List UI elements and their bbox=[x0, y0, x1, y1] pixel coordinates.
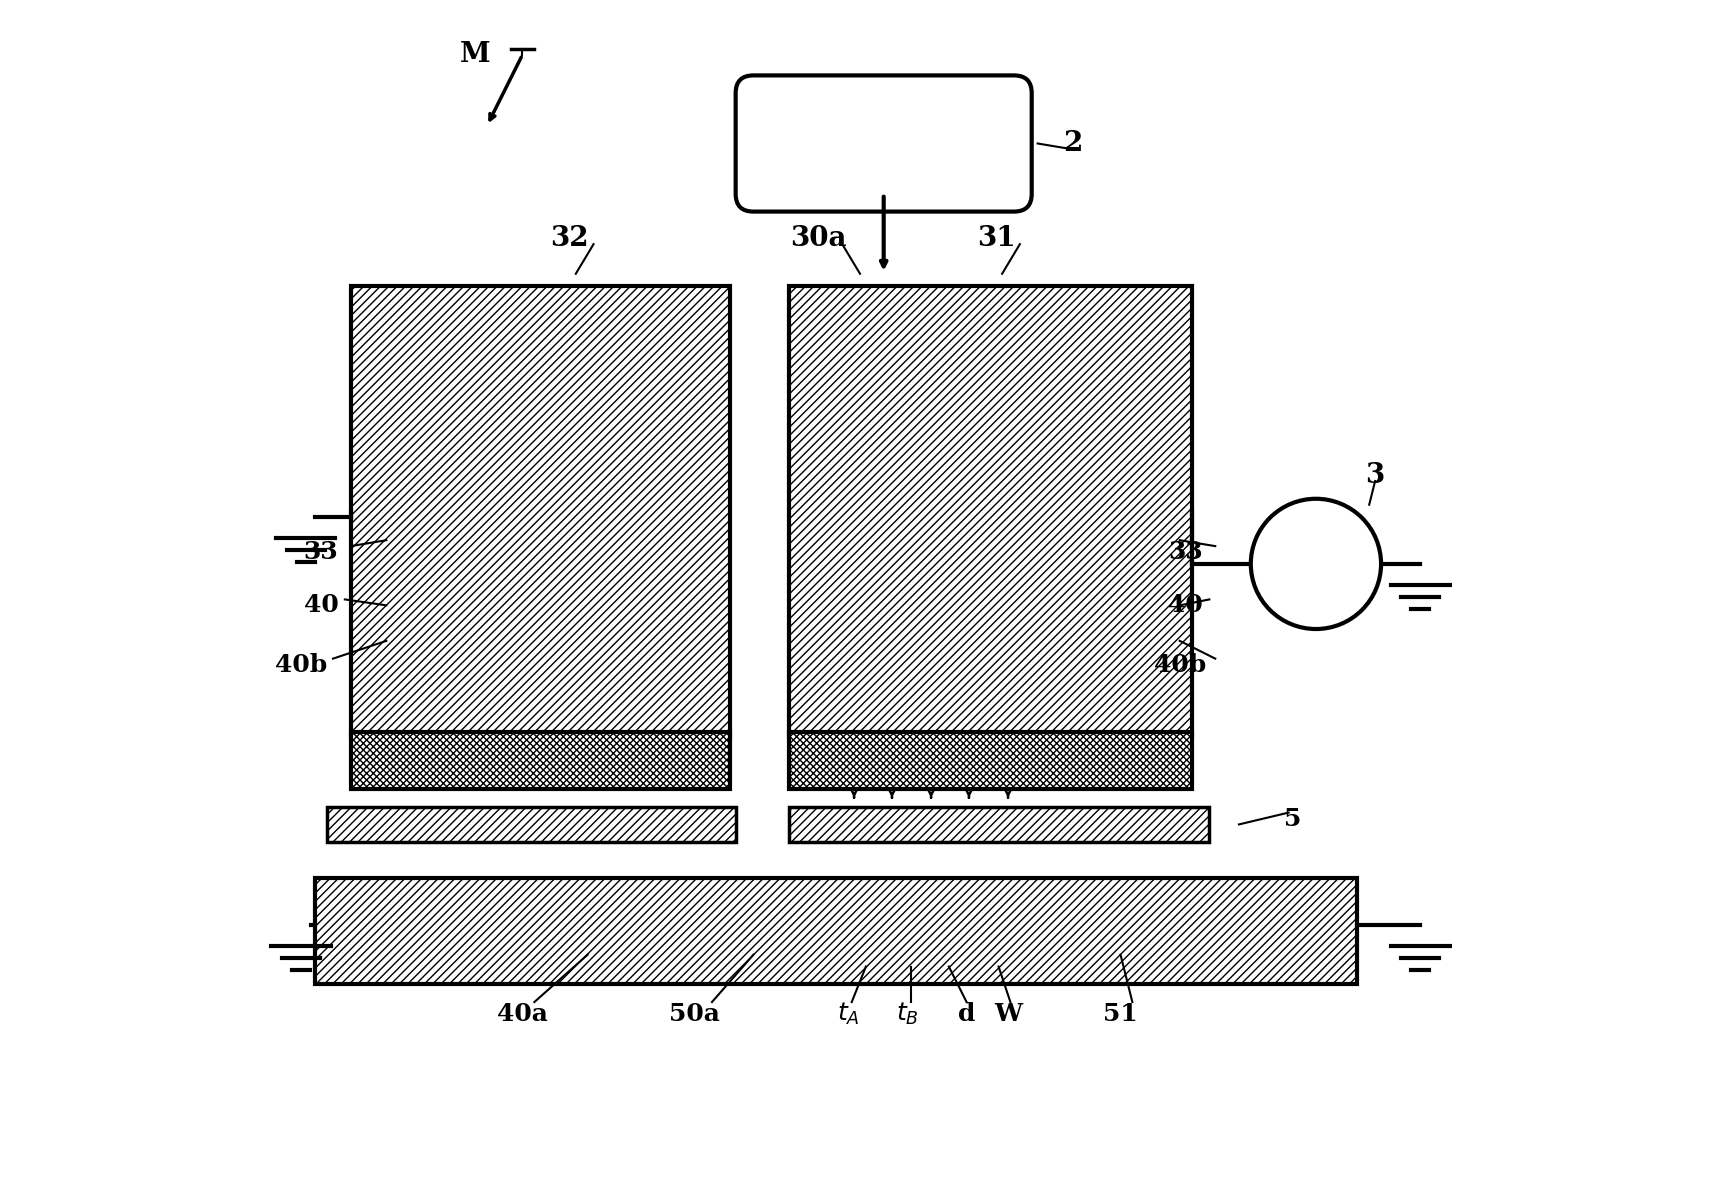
Text: 51: 51 bbox=[1103, 1002, 1139, 1026]
Text: W: W bbox=[994, 1002, 1022, 1026]
Text: 40: 40 bbox=[1168, 594, 1202, 617]
Text: 40b: 40b bbox=[275, 653, 327, 677]
Bar bbox=[351, 286, 729, 736]
Bar bbox=[315, 877, 1357, 984]
Text: $t_A$: $t_A$ bbox=[838, 1001, 860, 1027]
Circle shape bbox=[1250, 499, 1381, 629]
Text: Vpp: Vpp bbox=[1288, 552, 1343, 576]
Bar bbox=[789, 732, 1192, 789]
Text: 30a: 30a bbox=[789, 224, 846, 252]
FancyBboxPatch shape bbox=[736, 76, 1032, 211]
Bar bbox=[789, 286, 1192, 736]
Text: 31: 31 bbox=[977, 224, 1015, 252]
Text: 3: 3 bbox=[1366, 462, 1385, 489]
Text: 33: 33 bbox=[304, 540, 339, 564]
Bar bbox=[789, 807, 1209, 843]
Bar bbox=[351, 732, 729, 789]
Text: 40a: 40a bbox=[497, 1002, 549, 1026]
Text: Processing Gas: Processing Gas bbox=[777, 132, 991, 155]
Text: 33: 33 bbox=[1168, 540, 1202, 564]
Text: 5: 5 bbox=[1283, 806, 1300, 831]
Text: 32: 32 bbox=[550, 224, 590, 252]
Text: 50a: 50a bbox=[669, 1002, 719, 1026]
Text: d: d bbox=[958, 1002, 975, 1026]
Text: 40: 40 bbox=[304, 594, 339, 617]
Text: M: M bbox=[459, 42, 490, 68]
Text: 2: 2 bbox=[1063, 131, 1084, 157]
Text: $t_B$: $t_B$ bbox=[896, 1001, 918, 1027]
Bar bbox=[327, 807, 736, 843]
Text: 40b: 40b bbox=[1154, 653, 1206, 677]
